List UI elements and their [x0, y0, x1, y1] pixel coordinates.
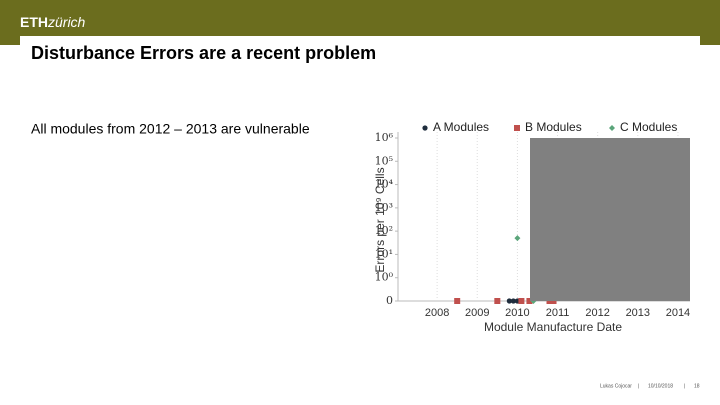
- logo-light: zürich: [47, 14, 86, 30]
- x-tick-label: 2013: [626, 307, 650, 319]
- slide-title: Disturbance Errors are a recent problem: [31, 43, 376, 63]
- y-tick-label: 10⁶: [375, 131, 394, 144]
- y-tick-label: 10⁰: [375, 271, 394, 284]
- data-point: [518, 298, 525, 304]
- footer-sep: |: [638, 383, 639, 389]
- data-point: [514, 235, 521, 242]
- x-tick-label: 2014: [666, 307, 690, 319]
- x-tick-label: 2012: [585, 307, 609, 319]
- footer-author: Lukas Cojocar: [600, 383, 632, 389]
- legend-label: A Modules: [433, 120, 489, 134]
- x-axis-title: Module Manufacture Date: [484, 320, 622, 334]
- x-tick-label: 2011: [546, 307, 570, 319]
- chart: 2008 2009 2010 2011 2012 2013 2014 0 10⁰ 10¹ 10² 10…: [373, 120, 690, 334]
- x-tick-label: 2008: [425, 307, 449, 319]
- slide-body: All modules from 2012 – 2013 are vulnera…: [31, 121, 310, 137]
- legend-marker: [514, 125, 520, 131]
- y-axis-title: Errors per 10⁹ Cells: [373, 167, 387, 272]
- y-tick-label: 10²: [375, 224, 393, 237]
- y-tick-label: 10⁴: [375, 178, 394, 191]
- legend-marker: [609, 125, 615, 131]
- x-tick-label: 2010: [505, 307, 529, 319]
- data-point: [510, 298, 516, 304]
- logo-bold: ETH: [20, 14, 48, 30]
- data-point: [494, 298, 501, 304]
- footer-sep: |: [684, 383, 685, 389]
- logo: ETHzürich: [20, 14, 86, 30]
- legend-label: B Modules: [525, 120, 582, 134]
- data-point: [454, 298, 461, 304]
- legend-marker: [422, 125, 428, 131]
- data-point: [506, 298, 512, 304]
- data-point: [526, 298, 533, 304]
- y-tick-label: 0: [386, 294, 393, 307]
- x-tick-label: 2009: [465, 307, 489, 319]
- legend-label: C Modules: [620, 120, 677, 134]
- y-tick-label: 10³: [375, 201, 393, 214]
- y-tick-label: 10¹: [375, 247, 393, 260]
- y-tick-label: 10⁵: [375, 154, 393, 167]
- overlay: [530, 138, 690, 301]
- footer-date: 10/10/2018: [648, 383, 673, 389]
- footer-page: 18: [694, 383, 700, 389]
